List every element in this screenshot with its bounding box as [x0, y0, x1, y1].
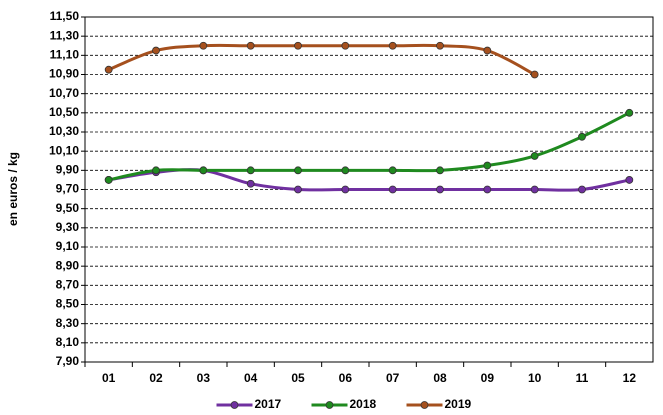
legend-marker [230, 401, 239, 409]
y-tick-label: 11,30 [50, 28, 80, 42]
y-tick-label: 11,10 [50, 48, 80, 62]
point [199, 166, 208, 175]
point [388, 166, 397, 175]
point [483, 161, 492, 170]
y-tick-label: 11,50 [50, 9, 80, 23]
x-tick-label: 06 [339, 371, 353, 385]
y-tick-label: 10,30 [49, 124, 79, 138]
series-line [108, 168, 630, 192]
point [152, 166, 160, 175]
point [483, 46, 492, 55]
point [294, 166, 302, 175]
point [341, 166, 350, 175]
point [625, 108, 634, 117]
x-tick-label: 08 [433, 371, 447, 385]
point [578, 132, 586, 141]
point [199, 41, 208, 50]
point [294, 41, 302, 50]
y-tick-label: 8,30 [56, 316, 80, 330]
point [436, 166, 444, 175]
x-tick-label: 04 [244, 371, 258, 385]
y-tick-label: 9,10 [56, 239, 80, 253]
point [530, 70, 539, 79]
y-tick-label: 9,70 [56, 182, 80, 196]
x-tick-label: 10 [528, 371, 542, 385]
y-tick-label: 7,90 [56, 354, 80, 368]
y-tick-label: 8,90 [56, 258, 80, 272]
legend-label: 2018 [350, 397, 377, 411]
x-tick-label: 01 [102, 371, 116, 385]
x-tick-label: 07 [386, 371, 400, 385]
legend-marker [420, 401, 429, 409]
series-line [108, 43, 536, 76]
x-tick-label: 09 [481, 371, 495, 385]
point [530, 185, 539, 194]
y-tick-label: 10,70 [49, 86, 79, 100]
legend-marker [325, 401, 334, 409]
series-line [108, 111, 631, 182]
point [483, 185, 492, 194]
y-tick-label: 8,70 [56, 278, 80, 292]
x-tick-label: 05 [291, 371, 305, 385]
legend-label: 2017 [255, 397, 282, 411]
point [436, 185, 444, 194]
point [388, 41, 397, 50]
x-tick-label: 02 [149, 371, 163, 385]
y-tick-label: 9,30 [56, 220, 80, 234]
y-tick-label: 10,10 [49, 143, 79, 157]
point [152, 46, 160, 55]
point [294, 185, 302, 194]
point [578, 185, 586, 194]
point [625, 176, 634, 184]
x-tick-label: 12 [623, 371, 637, 385]
point [388, 185, 397, 194]
point [436, 41, 444, 50]
x-tick-label: 03 [197, 371, 211, 385]
point [341, 41, 350, 50]
y-axis-label: en euros / kg [6, 152, 20, 226]
y-tick-label: 8,10 [56, 335, 80, 349]
legend-label: 2019 [445, 397, 472, 411]
x-tick-label: 11 [576, 371, 589, 385]
point [246, 166, 255, 175]
y-tick-label: 10,50 [49, 105, 79, 119]
y-tick-label: 9,50 [56, 201, 80, 215]
point [246, 179, 255, 188]
y-tick-label: 8,50 [56, 297, 80, 311]
y-tick-label: 9,90 [56, 163, 80, 177]
point [246, 41, 255, 50]
y-tick-label: 10,90 [49, 67, 79, 81]
point [104, 65, 113, 74]
point [530, 152, 539, 160]
point [341, 185, 350, 194]
point [104, 176, 113, 184]
